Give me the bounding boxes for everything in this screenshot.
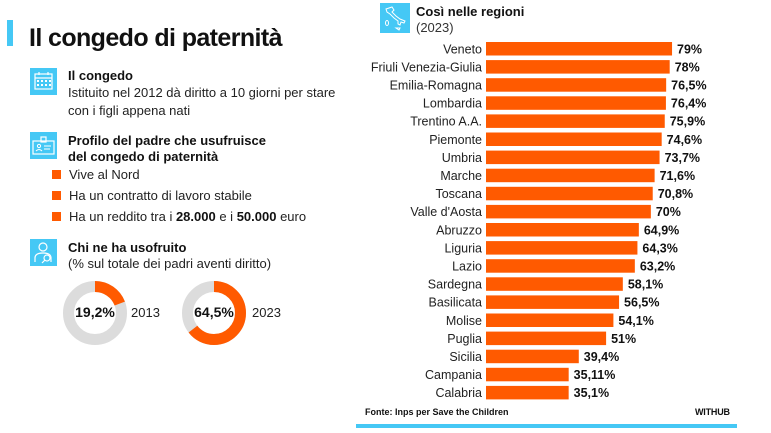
bar [486, 204, 651, 219]
bullet-square-icon [52, 212, 61, 221]
value-label: 74,6% [667, 133, 702, 147]
bar [486, 277, 623, 291]
italy-map-icon [380, 3, 410, 33]
value-label: 76,5% [671, 78, 706, 92]
category-label: Umbria [442, 151, 482, 165]
bar [486, 60, 670, 74]
category-label: Sicilia [449, 350, 482, 364]
donut-2023: 64,5% [181, 280, 247, 346]
category-label: Lombardia [423, 97, 482, 111]
value-label: 64,9% [644, 223, 679, 237]
donut-value-arc [182, 281, 246, 345]
category-label: Valle d'Aosta [410, 205, 482, 219]
bar [486, 259, 635, 273]
usufruito-subtitle: (% sul totale dei padri aventi diritto) [68, 256, 272, 271]
category-label: Lazio [452, 259, 482, 273]
value-label: 63,2% [640, 259, 675, 273]
profile-bullet: Vive al Nord [52, 167, 140, 183]
value-label: 70% [656, 205, 681, 219]
profilo-heading-line2: del congedo di paternità [68, 149, 219, 164]
category-label: Basilicata [429, 296, 483, 310]
regions-bar-chart: Veneto 79% Friuli Venezia-Giulia 78% Emilia-… [371, 42, 707, 400]
source-note: Fonte: Inps per Save the Children [365, 407, 509, 417]
category-label: Friuli Venezia-Giulia [371, 60, 482, 74]
donut-value-label: 19,2% [75, 304, 115, 320]
value-label: 35,11% [574, 368, 616, 382]
regions-heading: Così nelle regioni [416, 4, 525, 19]
bar [486, 223, 639, 237]
bar [486, 42, 673, 56]
bar [486, 114, 665, 128]
category-label: Piemonte [429, 133, 482, 147]
value-label: 35,1% [574, 386, 609, 400]
category-label: Campania [425, 368, 482, 382]
congedo-text-line1: Istituito nel 2012 dà diritto a 10 giorn… [68, 85, 336, 100]
category-label: Sardegna [428, 278, 482, 292]
value-label: 78% [675, 60, 700, 74]
value-label: 70,8% [658, 187, 693, 201]
value-label: 64,3% [642, 241, 677, 255]
value-label: 75,9% [670, 115, 705, 129]
category-label: Veneto [443, 42, 482, 56]
person-search-icon [30, 239, 57, 266]
value-label: 79% [677, 42, 702, 56]
profile-bullet: Ha un reddito tra i 28.000 e i 50.000 eu… [52, 209, 306, 225]
congedo-heading: Il congedo [68, 68, 133, 83]
bar [486, 96, 666, 110]
value-label: 54,1% [618, 314, 653, 328]
bar [486, 331, 607, 346]
bar [486, 349, 579, 364]
title-accent-bar [7, 20, 13, 46]
category-label: Marche [440, 169, 482, 183]
bar [486, 385, 569, 400]
value-label: 51% [611, 332, 636, 346]
page-title: Il congedo di paternità [29, 24, 282, 52]
category-label: Calabria [435, 386, 482, 400]
regions-subtitle: (2023) [416, 20, 454, 35]
id-card-icon [30, 132, 57, 159]
category-label: Toscana [435, 187, 482, 201]
value-label: 76,4% [671, 97, 706, 111]
donut-year-label: 2013 [131, 305, 160, 320]
value-label: 56,5% [624, 296, 659, 310]
category-label: Molise [446, 314, 482, 328]
bottom-accent-line [356, 424, 737, 428]
category-label: Liguria [444, 241, 482, 255]
usufruito-heading: Chi ne ha usofruito [68, 240, 187, 255]
bar [486, 295, 620, 309]
bar [486, 78, 667, 92]
value-label: 58,1% [628, 278, 663, 292]
category-label: Emilia-Romagna [390, 78, 482, 92]
bar [486, 132, 662, 146]
bar [486, 186, 653, 201]
bar [486, 313, 614, 327]
congedo-text-line2: con i figli appena nati [68, 103, 191, 118]
bar [486, 241, 638, 255]
category-label: Puglia [447, 332, 482, 346]
donut-year-label: 2023 [252, 305, 281, 320]
donut-value-arc [63, 281, 127, 345]
profile-bullet: Ha un contratto di lavoro stabile [52, 188, 252, 204]
calendar-icon [30, 68, 57, 95]
bar [486, 168, 655, 183]
brand-logo: WITHUB [695, 407, 730, 417]
category-label: Abruzzo [436, 223, 482, 237]
value-label: 71,6% [660, 169, 695, 183]
bullet-square-icon [52, 170, 61, 179]
bar [486, 150, 660, 165]
value-label: 39,4% [584, 350, 619, 364]
profilo-heading-line1: Profilo del padre che usufruisce [68, 133, 266, 148]
donut-2013: 19,2% [62, 280, 128, 346]
donut-value-label: 64,5% [194, 304, 234, 320]
category-label: Trentino A.A. [410, 115, 482, 129]
value-label: 73,7% [665, 151, 700, 165]
bar [486, 367, 569, 382]
bullet-square-icon [52, 191, 61, 200]
